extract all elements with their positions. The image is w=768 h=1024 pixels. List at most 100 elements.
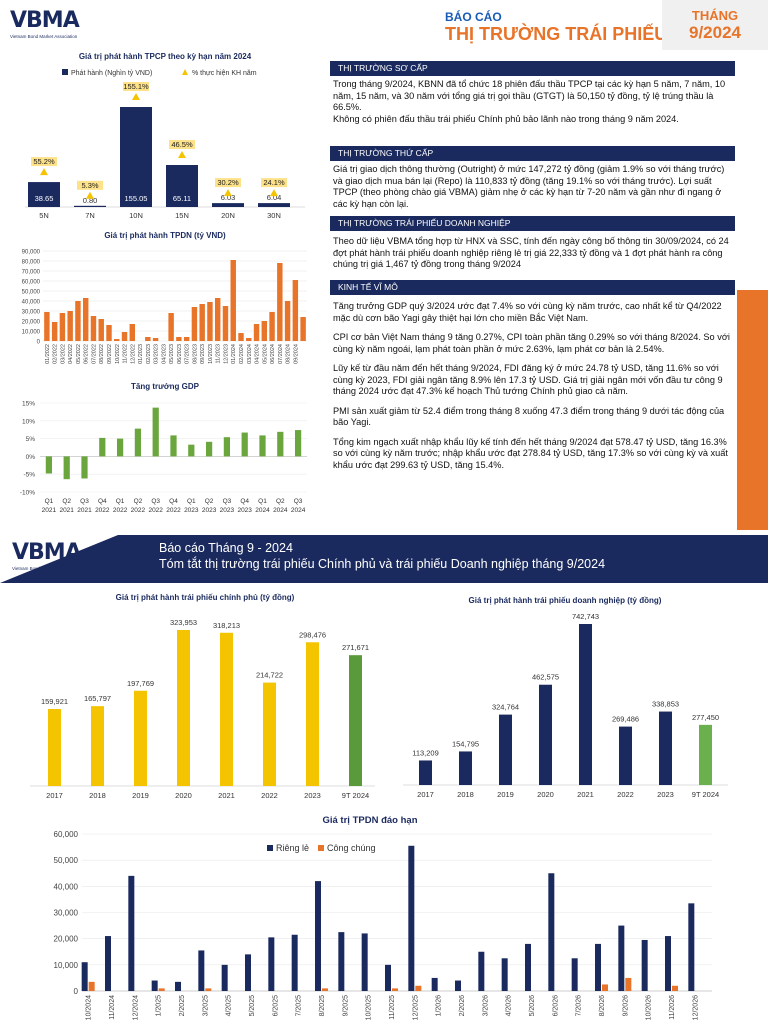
x-tick-label: 11/2022: [123, 344, 129, 363]
x-tick-label-quarter: Q3: [223, 498, 232, 505]
x-tick-label: 08/2022: [99, 344, 105, 364]
bar: [212, 203, 244, 207]
bar: [90, 316, 97, 341]
bar: [277, 263, 283, 341]
x-tick-label: 2021: [577, 790, 594, 799]
bar-value-label: 65.11: [173, 194, 191, 203]
x-tick-label: 2/2026: [459, 995, 466, 1017]
bar-value-label: 165,797: [84, 694, 111, 703]
legend-swatch-private: [267, 845, 273, 851]
bar: [222, 306, 229, 341]
bar-private: [618, 925, 625, 991]
x-tick-label: 04/2023: [161, 344, 167, 364]
x-tick-label-quarter: Q4: [98, 498, 107, 505]
pct-marker: [178, 151, 186, 159]
x-tick-label: 2020: [175, 791, 192, 800]
pct-marker: [270, 189, 278, 197]
x-tick-label-quarter: Q3: [151, 498, 160, 505]
bar: [292, 280, 299, 341]
pct-marker: [132, 93, 140, 100]
bar: [82, 298, 89, 341]
chart-tpdn-maturity: Riêng lẻ Công chúng 60,000 50,000 40,000 30…: [54, 830, 712, 1020]
bar-private: [268, 937, 275, 991]
bar: [120, 107, 152, 207]
bar-public: [415, 985, 422, 991]
x-tick-label: 08/2023: [192, 344, 198, 364]
y-tick-label: 20,000: [22, 320, 41, 326]
bar-value-label: 159,921: [41, 697, 68, 706]
x-tick-label-year: 2022: [95, 507, 110, 514]
bar-private: [198, 950, 205, 991]
x-tick-label: 7/2026: [576, 995, 583, 1017]
bar-public: [158, 988, 165, 991]
pct-marker: [40, 168, 48, 176]
x-tick-label: 1/2025: [156, 995, 163, 1017]
bar-private: [478, 951, 485, 991]
bar-private: [525, 943, 531, 991]
x-tick-label-quarter: Q3: [80, 498, 89, 505]
bar: [134, 690, 147, 786]
bar: [67, 311, 73, 341]
bar: [699, 724, 712, 785]
section-body-primary: Trong tháng 9/2024, KBNN đã tổ chức 18 p…: [333, 79, 729, 133]
x-tick-label: 5/2026: [529, 995, 536, 1017]
y-tick-label: 90,000: [22, 250, 41, 256]
x-tick-label: 3/2026: [482, 995, 489, 1017]
x-tick-label: 10/2026: [646, 995, 653, 1020]
bar: [81, 456, 88, 479]
section-body-secondary: Giá trị giao dịch thông thường (Outright…: [333, 164, 729, 218]
bar-value-label: 214,722: [256, 671, 283, 680]
report-label: BÁO CÁO: [445, 10, 502, 24]
x-tick-label: 01/2023: [138, 344, 144, 364]
bar: [106, 325, 112, 341]
y-tick-label: 50,000: [54, 856, 79, 865]
x-tick-label: 2022: [617, 790, 634, 799]
bar-value-label: 323,953: [170, 618, 197, 627]
chart-title-tpdn-yearly: Giá trị phát hành trái phiếu doanh nghiệ…: [468, 596, 662, 605]
x-tick-label: 2022: [261, 791, 278, 800]
bar: [152, 407, 159, 457]
y-tick-label: 10%: [22, 418, 35, 425]
bar: [99, 437, 106, 457]
legend-label-pct: % thực hiện KH năm: [192, 70, 257, 77]
bar-value-label: 155.05: [125, 194, 148, 203]
bar-private: [408, 845, 415, 991]
y-tick-label: -5%: [23, 472, 35, 479]
x-tick-label: 01/2022: [45, 344, 51, 364]
bar-public: [88, 981, 95, 991]
bar: [349, 655, 362, 786]
bar-value-label: 38.65: [35, 194, 54, 203]
x-tick-label-year: 2024: [291, 507, 306, 514]
chart-tpdn-monthly: 90,000 80,000 70,000 60,000 50,000 40,000 30,0…: [22, 250, 307, 364]
section-header-primary: THỊ TRƯỜNG SƠ CẤP: [330, 61, 735, 76]
bar: [214, 298, 221, 341]
pct-label-bg: [77, 180, 103, 190]
x-tick-label: 12/2023: [223, 344, 229, 364]
bar-private: [665, 936, 671, 991]
y-tick-label: 60,000: [22, 280, 41, 286]
bar: [63, 456, 70, 480]
x-tick-label: 9T 2024: [342, 791, 369, 800]
bar-value-label: 742,743: [572, 612, 599, 621]
y-tick-label: 80,000: [22, 260, 41, 266]
bar-private: [105, 936, 111, 991]
section-body-macro: Tăng trưởng GDP quý 3/2024 ước đạt 7.4% …: [333, 301, 730, 479]
legend-swatch-public: [318, 845, 324, 851]
x-tick-label: 10/2023: [208, 344, 214, 364]
bar-private: [338, 932, 345, 991]
chart-tpcp-yearly: 159,921 2017 165,797 2018 197,769 2019 323,953…: [30, 618, 375, 800]
x-tick-label: 2018: [89, 791, 106, 800]
x-tick-label: 09/2023: [200, 344, 206, 364]
bar-value-label: 338,853: [652, 700, 679, 709]
y-tick-label: 0: [74, 987, 79, 996]
x-tick-label-quarter: Q1: [116, 498, 125, 505]
y-tick-label: 30,000: [54, 909, 79, 918]
paragraph: Trong tháng 9/2024, KBNN đã tổ chức 18 p…: [333, 79, 726, 112]
bar-value-label: 298,476: [299, 630, 326, 639]
bar: [59, 313, 66, 341]
bar: [499, 714, 512, 785]
bar: [168, 313, 174, 341]
bar-private: [151, 980, 158, 991]
bar: [91, 706, 104, 786]
bar: [134, 428, 142, 457]
